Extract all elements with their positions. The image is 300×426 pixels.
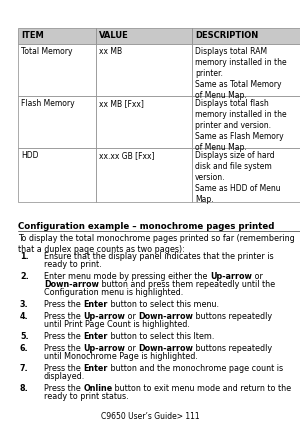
Text: Down-arrow: Down-arrow	[139, 344, 194, 353]
Text: Online: Online	[83, 384, 112, 393]
Text: Flash Memory: Flash Memory	[21, 99, 75, 108]
Text: button to select this menu.: button to select this menu.	[108, 300, 219, 309]
Text: Press the: Press the	[44, 300, 83, 309]
Text: until Print Page Count is highlighted.: until Print Page Count is highlighted.	[44, 320, 190, 329]
Bar	[96, 96, 192, 148]
Text: ready to print.: ready to print.	[44, 260, 102, 269]
Text: 2.: 2.	[20, 272, 29, 281]
Bar	[192, 148, 300, 202]
Text: Enter menu mode by pressing either the: Enter menu mode by pressing either the	[44, 272, 210, 281]
Text: To display the total monochrome pages printed so far (remembering
that a duplex : To display the total monochrome pages pr…	[18, 234, 295, 254]
Text: xx.xx GB [Fxx]: xx.xx GB [Fxx]	[99, 151, 154, 160]
Text: button to exit menu mode and return to the: button to exit menu mode and return to t…	[112, 384, 292, 393]
Text: button to select this Item.: button to select this Item.	[108, 332, 214, 341]
Text: until Monochrome Page is highlighted.: until Monochrome Page is highlighted.	[44, 352, 198, 361]
Text: xx MB: xx MB	[99, 47, 122, 56]
Text: Total Memory: Total Memory	[21, 47, 73, 56]
Text: Up-arrow: Up-arrow	[83, 312, 125, 321]
Text: Press the: Press the	[44, 364, 83, 373]
Text: Enter: Enter	[83, 300, 108, 309]
Bar	[18, 148, 96, 202]
Text: button and press them repeatedly until the: button and press them repeatedly until t…	[99, 280, 275, 289]
Text: Press the: Press the	[44, 344, 83, 353]
Text: or: or	[125, 344, 139, 353]
Text: ITEM: ITEM	[21, 32, 44, 40]
Text: buttons repeatedly: buttons repeatedly	[194, 312, 272, 321]
Text: Displays size of hard
disk and file system
version.
Same as HDD of Menu
Map.: Displays size of hard disk and file syst…	[195, 151, 280, 204]
Bar	[18, 28, 96, 44]
Text: Up-arrow: Up-arrow	[210, 272, 252, 281]
Text: Displays total RAM
memory installed in the
printer.
Same as Total Memory
of Menu: Displays total RAM memory installed in t…	[195, 47, 286, 101]
Text: displayed.: displayed.	[44, 372, 85, 381]
Text: Press the: Press the	[44, 312, 83, 321]
Text: 7.: 7.	[20, 364, 28, 373]
Bar	[192, 28, 300, 44]
Text: 6.: 6.	[20, 344, 28, 353]
Bar	[192, 44, 300, 96]
Text: C9650 User’s Guide> 111: C9650 User’s Guide> 111	[101, 412, 199, 421]
Text: or: or	[125, 312, 139, 321]
Text: HDD: HDD	[21, 151, 38, 160]
Text: Up-arrow: Up-arrow	[83, 344, 125, 353]
Text: Configuration menu is highlighted.: Configuration menu is highlighted.	[44, 288, 183, 297]
Bar	[96, 44, 192, 96]
Text: 5.: 5.	[20, 332, 28, 341]
Text: DESCRIPTION: DESCRIPTION	[195, 32, 258, 40]
Text: Ensure that the display panel indicates that the printer is: Ensure that the display panel indicates …	[44, 252, 274, 261]
Text: ready to print status.: ready to print status.	[44, 392, 129, 401]
Text: Down-arrow: Down-arrow	[44, 280, 99, 289]
Text: buttons repeatedly: buttons repeatedly	[194, 344, 272, 353]
Bar	[96, 28, 192, 44]
Bar	[192, 96, 300, 148]
Text: 1.: 1.	[20, 252, 28, 261]
Text: Press the: Press the	[44, 384, 83, 393]
Bar	[96, 148, 192, 202]
Text: Enter: Enter	[83, 364, 108, 373]
Text: Displays total flash
memory installed in the
printer and version.
Same as Flash : Displays total flash memory installed in…	[195, 99, 286, 153]
Bar	[18, 44, 96, 96]
Text: Down-arrow: Down-arrow	[139, 312, 194, 321]
Text: 8.: 8.	[20, 384, 29, 393]
Bar	[18, 96, 96, 148]
Text: 4.: 4.	[20, 312, 28, 321]
Text: or: or	[252, 272, 262, 281]
Text: xx MB [Fxx]: xx MB [Fxx]	[99, 99, 144, 108]
Text: Enter: Enter	[83, 332, 108, 341]
Text: button and the monochrome page count is: button and the monochrome page count is	[108, 364, 283, 373]
Text: Configuration example – monochrome pages printed: Configuration example – monochrome pages…	[18, 222, 274, 231]
Text: Press the: Press the	[44, 332, 83, 341]
Text: VALUE: VALUE	[99, 32, 129, 40]
Text: 3.: 3.	[20, 300, 28, 309]
